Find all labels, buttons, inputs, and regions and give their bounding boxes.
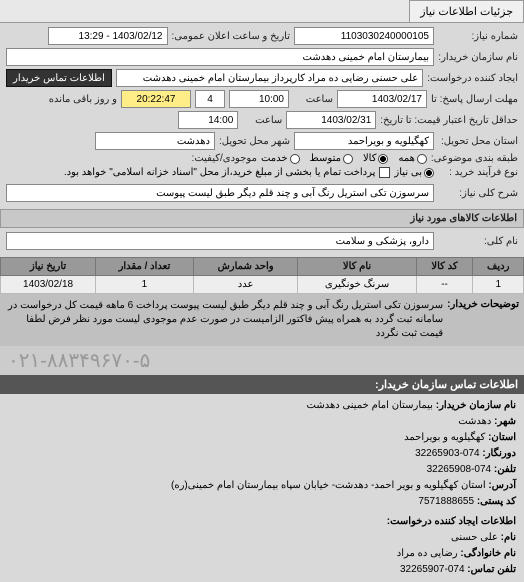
remain-label: و روز باقی مانده <box>49 94 117 105</box>
col-row: ردیف <box>473 258 524 276</box>
contact-prov-label: استان: <box>488 432 516 443</box>
tab-bar: جزئیات اطلاعات نیاز <box>0 0 524 23</box>
validity-label: حداقل تاریخ اعتبار قیمت: تا تاریخ: <box>380 115 518 126</box>
creator-name-label: نام: <box>501 532 516 543</box>
contact-fax: 074-32265903 <box>415 448 480 459</box>
validity-time-label: ساعت <box>242 115 282 126</box>
city-label: شهر محل تحویل: <box>219 136 290 147</box>
contact-addr: استان کهگیلویه و بویر احمد- دهدشت- خیابا… <box>171 480 486 491</box>
answer-date-field: 1403/02/17 <box>337 90 427 108</box>
req-number-label: شماره نیاز: <box>438 31 518 42</box>
contact-tel-label: تلفن: <box>494 464 516 475</box>
radio-trust[interactable]: بی نیاز <box>394 167 434 178</box>
classification-label: طبقه بندی موضوعی: <box>431 153 518 164</box>
contact-city: دهدشت <box>458 416 491 427</box>
goods-table: ردیف کد کالا نام کالا واحد شمارش تعداد /… <box>0 257 524 294</box>
radio-medium[interactable]: متوسط <box>310 153 353 164</box>
creator-name: علی حسنی <box>451 532 498 543</box>
main-form: شماره نیاز: 1103030240000105 تاریخ و ساع… <box>0 23 524 209</box>
col-code: کد کالا <box>416 258 473 276</box>
announce-date-field: 1403/02/12 - 13:29 <box>48 27 168 45</box>
contact-fax-label: دورنگار: <box>482 448 516 459</box>
tab-details[interactable]: جزئیات اطلاعات نیاز <box>409 0 524 22</box>
payment-checkbox[interactable] <box>379 167 390 178</box>
contact-block: نام سازمان خریدار: بیمارستان امام خمینی … <box>0 394 524 582</box>
buyer-note-label: توضیحات خریدار: <box>445 297 521 343</box>
province-label: استان محل تحویل: <box>438 136 518 147</box>
radio-goods[interactable]: کالا <box>363 153 389 164</box>
contact-tel: 074-32265908 <box>427 464 492 475</box>
contact-prov: کهگیلویه و بویراحمد <box>404 432 485 443</box>
buyer-org-field: بیمارستان امام خمینی دهدشت <box>6 48 434 66</box>
creator-family: رضایی ده مراد <box>397 548 458 559</box>
remain-days-field: 4 <box>195 90 225 108</box>
subject-field: سرسوزن تکی استریل رنگ آبی و چند قلم دیگر… <box>6 184 434 202</box>
col-unit: واحد شمارش <box>193 258 298 276</box>
req-number-field: 1103030240000105 <box>294 27 434 45</box>
category-label: نام کلی: <box>438 236 518 247</box>
answer-time-label: ساعت <box>293 94 333 105</box>
category-field: دارو، پزشکی و سلامت <box>6 232 434 250</box>
requester-field: علی حسنی رضایی ده مراد کارپرداز بیمارستا… <box>116 69 423 87</box>
classification-radios: همه کالا متوسط خدمت <box>261 153 427 164</box>
creator-header: اطلاعات ایجاد کننده درخواست: <box>8 514 516 530</box>
answer-time-field: 10:00 <box>229 90 289 108</box>
cell-qty: 1 <box>96 276 194 294</box>
cell-unit: عدد <box>193 276 298 294</box>
quality-label: موجودی/کیفیت: <box>192 153 257 164</box>
cell-name: سرنگ خونگیری <box>298 276 416 294</box>
radio-service[interactable]: خدمت <box>261 153 300 164</box>
cell-date: 1403/02/18 <box>1 276 96 294</box>
validity-date-field: 1403/02/31 <box>286 111 376 129</box>
subject-label: شرح کلی نیاز: <box>438 188 518 199</box>
goods-info-header: اطلاعات کالاهای مورد نیاز <box>0 209 524 228</box>
creator-tel: 074-32265907 <box>400 564 465 575</box>
table-row[interactable]: 1 -- سرنگ خونگیری عدد 1 1403/02/18 <box>1 276 524 294</box>
cell-code: -- <box>416 276 473 294</box>
buyer-note-row: توضیحات خریدار: سرسوزن تکی استریل رنگ آب… <box>0 294 524 346</box>
province-field: کهگیلویه و بویراحمد <box>294 132 434 150</box>
contact-org: بیمارستان امام خمینی دهدشت <box>307 400 433 411</box>
answer-deadline-label: مهلت ارسال پاسخ: تا <box>431 94 518 105</box>
col-date: تاریخ نیاز <box>1 258 96 276</box>
cell-row: 1 <box>473 276 524 294</box>
col-name: نام کالا <box>298 258 416 276</box>
requester-label: ایجاد کننده درخواست: <box>427 73 518 84</box>
announce-date-label: تاریخ و ساعت اعلان عمومی: <box>172 31 291 42</box>
city-field: دهدشت <box>95 132 215 150</box>
contact-info-button[interactable]: اطلاعات تماس خریدار <box>6 69 112 87</box>
payment-note-text: پرداخت تمام یا بخشی از مبلغ خرید،از محل … <box>64 167 376 178</box>
contact-post: 7571888655 <box>418 496 474 507</box>
process-label: نوع فرآیند خرید : <box>438 167 518 178</box>
table-header-row: ردیف کد کالا نام کالا واحد شمارش تعداد /… <box>1 258 524 276</box>
creator-tel-label: تلفن تماس: <box>467 564 516 575</box>
contact-post-label: کد پستی: <box>477 496 516 507</box>
contact-org-label: نام سازمان خریدار: <box>436 400 516 411</box>
radio-all[interactable]: همه <box>398 153 426 164</box>
buyer-org-label: نام سازمان خریدار: <box>438 52 518 63</box>
contact-addr-label: آدرس: <box>488 480 516 491</box>
phone-watermark: ۰۲۱-۸۸۳۴۹۶۷۰-۵ <box>0 346 524 375</box>
creator-family-label: نام خانوادگی: <box>460 548 516 559</box>
contact-city-label: شهر: <box>494 416 516 427</box>
validity-time-field: 14:00 <box>178 111 238 129</box>
remain-clock-field: 20:22:47 <box>121 90 191 108</box>
buyer-note-text: سرسوزن تکی استریل رنگ آبی و چند قلم دیگر… <box>3 297 445 343</box>
contact-section-header: اطلاعات تماس سازمان خریدار: <box>0 375 524 394</box>
col-qty: تعداد / مقدار <box>96 258 194 276</box>
